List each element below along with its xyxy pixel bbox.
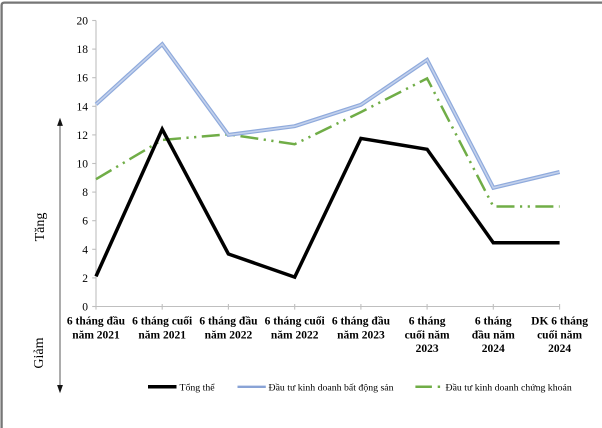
- svg-text:10: 10: [77, 159, 89, 171]
- svg-text:Tăng: Tăng: [33, 213, 48, 242]
- svg-text:Đầu tư kinh doanh bất động sản: Đầu tư kinh doanh bất động sản: [269, 382, 394, 393]
- svg-text:0: 0: [82, 302, 88, 314]
- svg-text:18: 18: [77, 44, 89, 56]
- svg-text:20: 20: [77, 16, 89, 28]
- svg-text:2: 2: [82, 273, 88, 285]
- svg-text:Tổng thể: Tổng thể: [180, 382, 216, 393]
- svg-text:Đầu tư kinh doanh chứng khoán: Đầu tư kinh doanh chứng khoán: [446, 382, 572, 393]
- svg-text:Giảm: Giảm: [32, 337, 47, 368]
- svg-text:8: 8: [82, 187, 88, 199]
- svg-text:6: 6: [82, 216, 88, 228]
- svg-text:4: 4: [82, 244, 88, 256]
- svg-text:12: 12: [77, 130, 89, 142]
- svg-text:16: 16: [77, 73, 89, 85]
- svg-text:14: 14: [77, 101, 89, 113]
